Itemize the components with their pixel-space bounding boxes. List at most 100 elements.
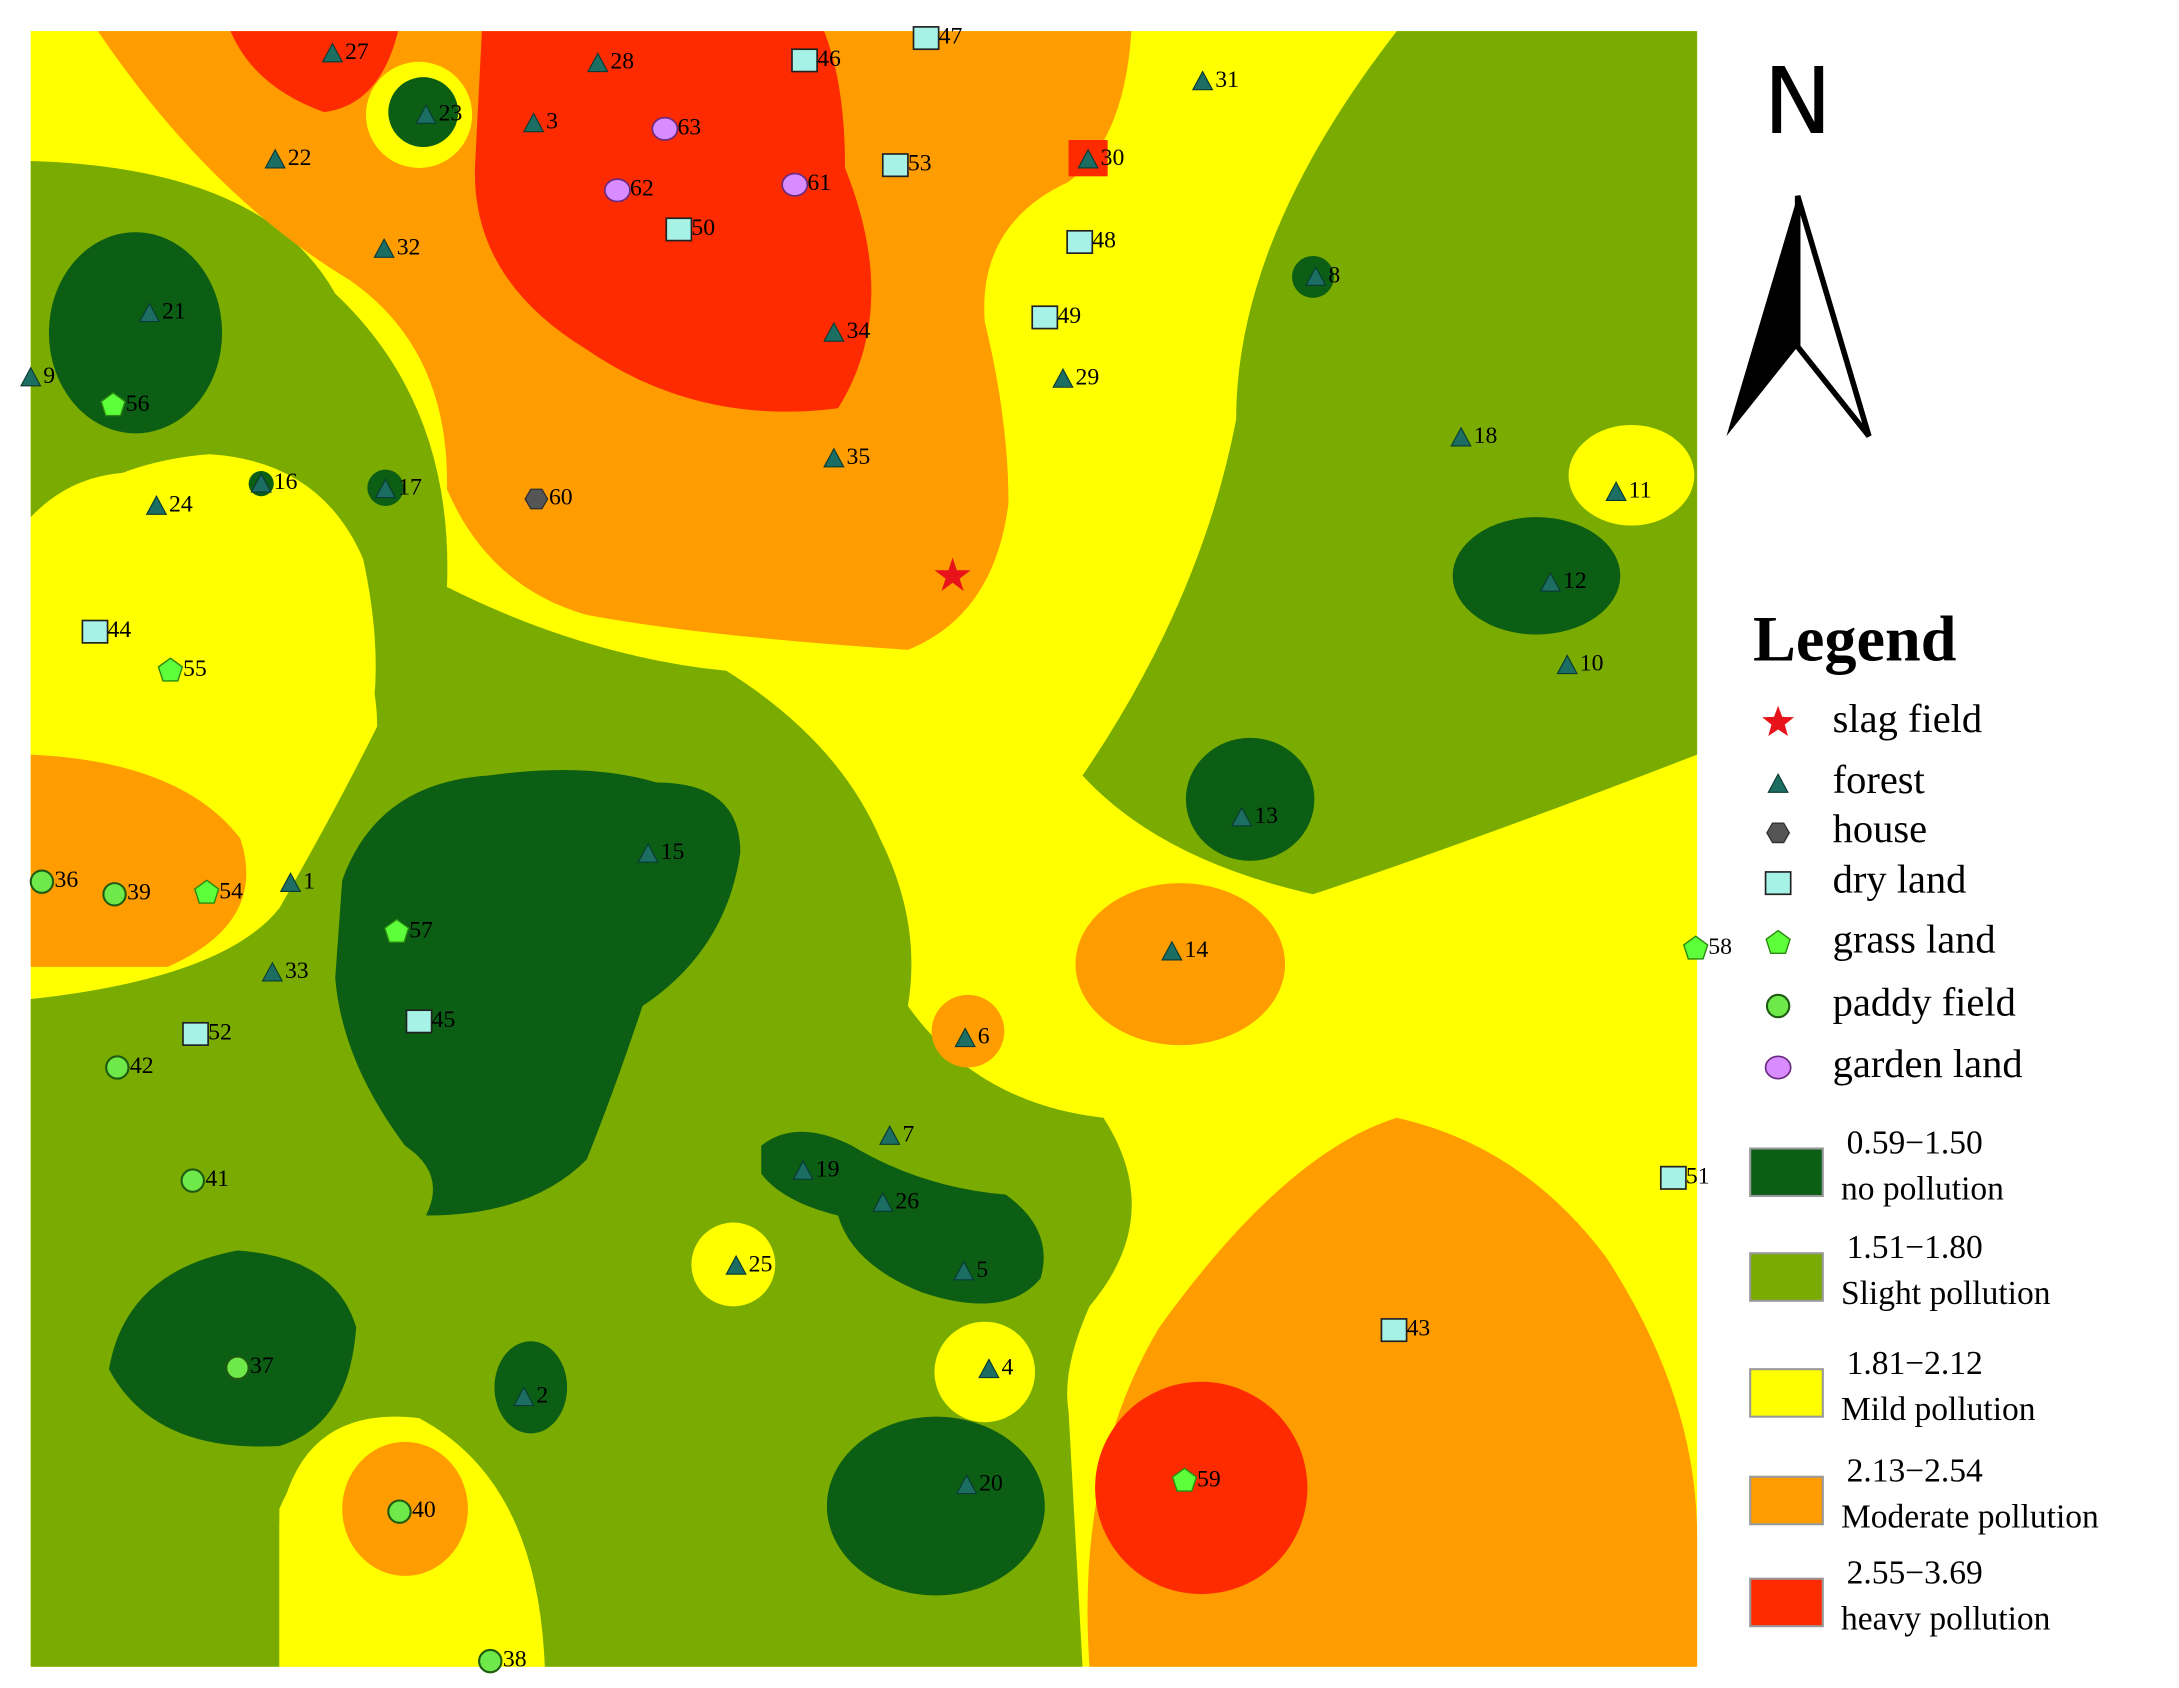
point-label: 22 xyxy=(288,145,312,171)
house-marker xyxy=(524,488,549,510)
point-label: 9 xyxy=(43,363,55,389)
paddy-field-marker xyxy=(387,1499,412,1524)
point-label: 46 xyxy=(817,46,841,72)
arrow-right xyxy=(1794,195,1872,438)
forest-marker xyxy=(792,1159,814,1180)
point-label: 42 xyxy=(130,1053,154,1079)
point-label: 61 xyxy=(807,170,831,196)
mild-zone xyxy=(1568,424,1695,526)
forest-marker xyxy=(279,872,302,893)
legend-symbol-label: forest xyxy=(1833,757,1926,802)
forest-marker xyxy=(1191,70,1214,91)
legend-title: Legend xyxy=(1753,603,1957,674)
point-label: 50 xyxy=(691,215,715,241)
point-label: 11 xyxy=(1629,477,1652,503)
moderate-zone xyxy=(1075,883,1286,1046)
paddy-field-marker xyxy=(102,882,127,907)
point-label: 37 xyxy=(250,1353,274,1379)
dry-land-marker xyxy=(81,619,109,644)
legend-class-description: Moderate pollution xyxy=(1841,1499,2099,1536)
point-label: 3 xyxy=(546,109,558,135)
forest-marker xyxy=(1231,806,1253,827)
point-label: 4 xyxy=(1002,1355,1014,1381)
legend-symbol-label: house xyxy=(1833,806,1928,851)
dry-land-marker xyxy=(1764,871,1792,896)
dry-land-marker xyxy=(1031,305,1059,330)
north-arrow: N xyxy=(1726,47,1872,438)
point-label: 17 xyxy=(398,475,422,501)
legend-symbol-label: slag field xyxy=(1833,696,1983,741)
forest-marker xyxy=(1450,426,1472,447)
point-label: 43 xyxy=(1407,1316,1431,1342)
pollution-surface xyxy=(30,31,1698,1667)
forest-marker xyxy=(138,302,161,323)
forest-marker xyxy=(513,1386,535,1407)
point-label: 7 xyxy=(902,1121,914,1147)
legend-symbol-label: garden land xyxy=(1833,1041,2023,1086)
forest-marker xyxy=(374,478,397,499)
dry-land-marker xyxy=(1380,1318,1408,1343)
point-label: 38 xyxy=(503,1647,527,1673)
point-label: 53 xyxy=(908,151,932,177)
point-label: 30 xyxy=(1101,145,1125,171)
forest-marker xyxy=(823,321,845,342)
point-label: 49 xyxy=(1057,303,1081,329)
point-label: 8 xyxy=(1328,262,1340,288)
point-label: 20 xyxy=(979,1471,1003,1497)
dry-land-marker xyxy=(791,48,818,73)
legend-class-range: 2.55−3.69 xyxy=(1847,1555,1983,1592)
forest-marker xyxy=(522,112,545,133)
point-label: 54 xyxy=(219,878,243,904)
legend-class-description: heavy pollution xyxy=(1841,1601,2051,1638)
paddy-field-marker xyxy=(478,1648,503,1674)
heavy-zone xyxy=(230,31,399,113)
grass-land-marker xyxy=(1171,1467,1198,1492)
mild-zone xyxy=(30,454,376,762)
slag-field-marker xyxy=(934,557,971,592)
point-label: 35 xyxy=(846,444,870,470)
point-label: 6 xyxy=(978,1024,990,1050)
legend-class-swatch xyxy=(1749,1368,1824,1418)
grass-land-marker xyxy=(157,657,184,682)
moderate-zone xyxy=(931,994,1005,1068)
house-marker xyxy=(1766,822,1791,844)
legend-class-description: no pollution xyxy=(1841,1170,2004,1207)
forest-marker xyxy=(823,447,845,468)
point-label: 16 xyxy=(274,469,298,495)
legend-class-description: Mild pollution xyxy=(1841,1391,2036,1428)
paddy-field-marker xyxy=(105,1055,130,1080)
point-label: 13 xyxy=(1254,803,1278,829)
grass-land-marker xyxy=(1765,929,1791,955)
heavy-zone xyxy=(1095,1381,1308,1595)
point-label: 51 xyxy=(1686,1163,1710,1189)
point-label: 23 xyxy=(439,100,463,126)
point-label: 62 xyxy=(630,176,654,202)
forest-marker xyxy=(1605,481,1627,501)
point-label: 39 xyxy=(127,880,151,906)
point-label: 25 xyxy=(749,1251,773,1277)
point-label: 5 xyxy=(976,1257,988,1283)
point-label: 33 xyxy=(285,958,309,984)
point-label: 18 xyxy=(1474,423,1498,449)
forest-marker xyxy=(725,1254,747,1275)
dry-land-marker xyxy=(881,153,909,178)
paddy-field-marker xyxy=(29,869,55,894)
legend-class-range: 1.81−2.12 xyxy=(1847,1345,1983,1382)
point-label: 52 xyxy=(208,1019,232,1045)
north-label: N xyxy=(1763,47,1832,155)
legend-class-swatch xyxy=(1749,1577,1824,1628)
point-label: 26 xyxy=(895,1188,919,1214)
forest-marker xyxy=(872,1192,894,1212)
point-label: 60 xyxy=(549,484,573,510)
forest-marker xyxy=(415,103,437,124)
legend-class-swatch xyxy=(1749,1252,1824,1302)
paddy-field-marker xyxy=(225,1355,250,1381)
forest-marker xyxy=(954,1027,976,1048)
point-label: 40 xyxy=(412,1497,436,1523)
point-label: 1 xyxy=(303,869,315,895)
arrow-left xyxy=(1726,195,1798,437)
garden-land-marker xyxy=(1764,1055,1792,1080)
